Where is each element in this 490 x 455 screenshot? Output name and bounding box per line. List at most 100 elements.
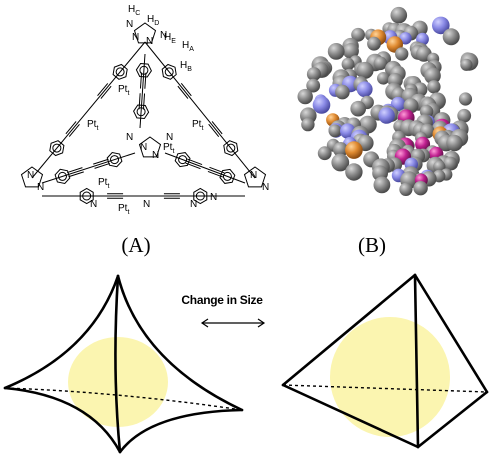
atom-subscript: t xyxy=(201,125,203,132)
atom-label: N xyxy=(160,30,167,41)
atom-sphere xyxy=(391,7,408,24)
atom-sphere xyxy=(345,141,363,159)
atom-label: HA xyxy=(182,40,194,53)
atom-subscript: t xyxy=(127,209,129,216)
atom-subscript: B xyxy=(187,66,192,73)
triple-bond xyxy=(98,83,108,95)
atom-subscript: E xyxy=(171,38,176,45)
atom-symbol: N xyxy=(126,19,133,30)
atom-symbol: Pt xyxy=(118,84,128,95)
atom-symbol: N xyxy=(210,192,217,203)
caption: Change in Size xyxy=(181,293,263,307)
atom-symbol: N xyxy=(27,170,34,181)
bond xyxy=(145,42,255,178)
atom-symbol: N xyxy=(152,150,159,161)
triple-bond xyxy=(139,93,140,109)
triple-bond xyxy=(178,86,188,98)
atom-sphere xyxy=(335,85,350,100)
atom-sphere xyxy=(459,92,472,105)
atom-subscript: t xyxy=(96,125,98,132)
atom-sphere xyxy=(374,177,391,194)
atom-sphere xyxy=(350,101,366,117)
atom-sphere xyxy=(357,62,374,79)
atom-symbol: N xyxy=(90,199,97,210)
triple-bond xyxy=(69,172,84,177)
triple-bond xyxy=(69,124,79,136)
atom-label: N xyxy=(27,170,34,181)
triple-bond xyxy=(95,163,110,168)
atom-label: Ptt xyxy=(98,177,109,190)
atom-sphere xyxy=(345,163,362,180)
atom-symbol: H xyxy=(147,14,154,25)
atom-label: HC xyxy=(128,4,140,17)
chemical-structure xyxy=(22,23,266,204)
atom-sphere xyxy=(413,181,427,195)
atom-symbol: N xyxy=(140,142,147,153)
atom-subscript: t xyxy=(172,148,174,155)
atom-symbol: H xyxy=(128,4,135,15)
atom-sphere xyxy=(298,89,313,104)
atom-sphere xyxy=(443,28,460,45)
atom-label: N xyxy=(146,36,153,47)
panel-label: (A) xyxy=(121,233,150,257)
atom-subscript: D xyxy=(154,20,159,27)
atom-sphere xyxy=(377,72,390,85)
atom-label: N xyxy=(166,132,173,143)
atom-symbol: N xyxy=(126,132,133,143)
bond xyxy=(165,153,245,183)
atom-sphere xyxy=(427,80,440,93)
atom-label: N xyxy=(132,32,139,43)
atom-sphere xyxy=(460,59,472,71)
atom-subscript: t xyxy=(107,183,109,190)
triple-bond xyxy=(143,94,144,110)
atom-symbol: N xyxy=(250,170,257,181)
atom-label: N xyxy=(37,182,44,193)
atom-symbol: Pt xyxy=(192,119,202,130)
atom-sphere xyxy=(313,96,331,114)
panel-label: (B) xyxy=(358,233,386,257)
atom-label: Ptt xyxy=(118,203,129,216)
atom-sphere xyxy=(342,58,355,71)
atom-sphere xyxy=(318,146,332,160)
atom-label: N xyxy=(126,19,133,30)
atom-symbol: Pt xyxy=(118,203,128,214)
atom-sphere xyxy=(328,43,345,60)
atom-label: Ptt xyxy=(192,119,203,132)
atom-label: N xyxy=(210,192,217,203)
atom-subscript: t xyxy=(127,90,129,97)
large-cage xyxy=(283,275,487,447)
atom-symbol: N xyxy=(146,36,153,47)
triple-bond xyxy=(212,121,222,133)
atom-symbol: N xyxy=(143,199,150,210)
atom-sphere xyxy=(367,37,381,51)
atom-label: N xyxy=(143,199,150,210)
atom-label: N xyxy=(250,170,257,181)
atom-subscript: C xyxy=(135,10,140,17)
atom-symbol: N xyxy=(166,132,173,143)
triple-bond xyxy=(66,121,76,133)
atom-symbol: N xyxy=(190,199,197,210)
atom-sphere xyxy=(378,107,394,123)
triple-bond xyxy=(145,73,146,89)
atom-sphere xyxy=(357,81,373,97)
bond xyxy=(32,42,145,178)
atom-sphere xyxy=(446,135,462,151)
structure-labels: HCHDHEHAHBNNNNPttPttPttPttPttPttNNNNNNNN… xyxy=(27,4,269,216)
atom-symbol: N xyxy=(262,182,269,193)
triple-bond xyxy=(101,86,111,98)
atom-label: HD xyxy=(147,14,159,27)
atom-label: Ptt xyxy=(118,84,129,97)
bond xyxy=(140,54,145,128)
atom-label: N xyxy=(90,199,97,210)
atom-symbol: Pt xyxy=(87,119,97,130)
space-filling-model xyxy=(298,7,479,196)
triple-bond xyxy=(140,73,141,89)
atom-sphere xyxy=(395,47,408,60)
figure: HCHDHEHAHBNNNNPttPttPttPttPttPttNNNNNNNN… xyxy=(0,0,490,455)
triple-bond xyxy=(67,168,82,173)
atom-symbol: H xyxy=(182,40,189,51)
triple-bond xyxy=(209,124,219,136)
atom-sphere xyxy=(329,124,342,137)
double-arrow xyxy=(202,319,264,327)
atom-label: N xyxy=(152,150,159,161)
